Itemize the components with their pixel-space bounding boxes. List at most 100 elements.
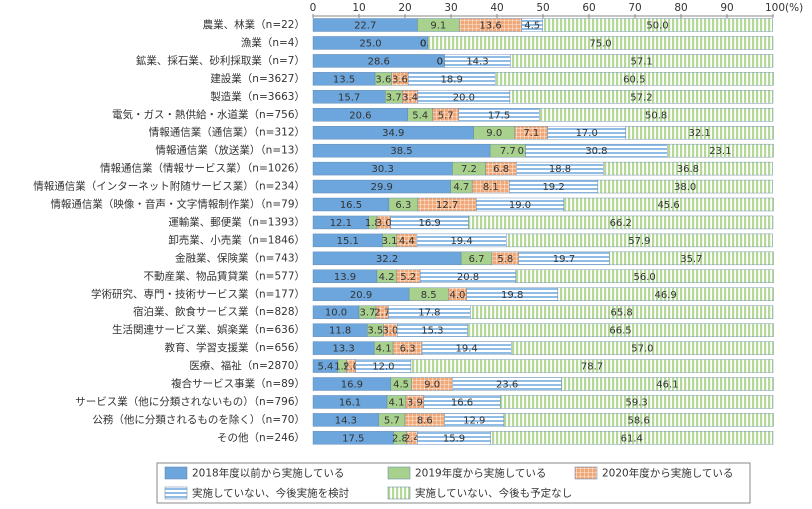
bar-segment (506, 233, 773, 248)
bar-segment (510, 54, 774, 68)
value-label: 50.8 (645, 110, 667, 121)
value-label: 2.8 (392, 433, 408, 444)
value-label: 6.8 (493, 164, 509, 175)
bar-segment (609, 251, 774, 266)
value-label: 18.9 (441, 74, 463, 85)
y-tick-label: サービス業（他に分類されないもの）（n=796） (75, 395, 305, 408)
y-tick-label: 運輸業、郵便業（n=1393） (168, 215, 305, 228)
value-label: 65.8 (611, 308, 633, 319)
legend-swatch (387, 486, 411, 500)
value-label: 29.9 (371, 182, 393, 193)
y-tick-label: 生活関連サービス業、娯楽業（n=636） (112, 323, 305, 336)
value-label: 20.0 (453, 92, 475, 103)
value-label: 66.5 (609, 326, 631, 337)
value-label: 1.8 (365, 218, 381, 229)
x-tick-label: 100(%) (765, 2, 803, 14)
bar-segment (563, 197, 774, 212)
legend-label: 2020年度から実施している (602, 467, 733, 480)
value-label: 3.4 (402, 92, 418, 103)
y-tick-label: 公務（他に分類されるものを除く）（n=70） (92, 413, 305, 426)
bar-segment (603, 161, 773, 176)
value-label: 23.6 (496, 380, 518, 391)
value-label: 20.9 (350, 290, 372, 301)
value-label: 6.3 (395, 200, 411, 211)
value-label: 8.5 (421, 290, 437, 301)
value-label: 19.2 (542, 182, 564, 193)
bar-segment (503, 413, 774, 427)
value-label: 15.3 (421, 326, 443, 337)
value-label: 4.7 (453, 182, 469, 193)
value-label: 19.4 (456, 344, 478, 355)
y-tick-label: 卸売業、小売業（n=1846） (168, 233, 305, 246)
y-tick-label: 情報通信業（情報サービス業）（n=1026） (100, 162, 305, 175)
legend-label: 2019年度から実施している (415, 467, 546, 480)
bar-segment (561, 377, 774, 391)
value-label: 15.7 (338, 92, 360, 103)
y-tick-label: 電気・ガス・熱供給・水道業（n=756） (112, 108, 305, 121)
bar-segment (490, 431, 774, 445)
legend-label: 実施していない、今後も予定なし (415, 487, 572, 500)
bar-segment (427, 36, 774, 50)
value-label: 20.6 (349, 110, 371, 121)
value-label: 9.1 (430, 21, 446, 32)
x-tick-label: 80 (674, 2, 687, 14)
y-tick-label: 教育、学習支援業（n=656） (165, 341, 306, 354)
value-label: 46.1 (656, 380, 678, 391)
value-label: 4.5 (524, 21, 540, 32)
value-label: 3.6 (375, 74, 391, 85)
value-label: 38.5 (390, 146, 412, 157)
value-label: 5.4 (412, 110, 428, 121)
x-tick-label: 90 (720, 2, 733, 14)
value-label: 17.0 (576, 128, 598, 139)
value-label: 14.3 (466, 56, 488, 67)
legend-swatch (387, 466, 411, 480)
value-label: 75.0 (589, 38, 611, 49)
bar-segment (470, 305, 774, 319)
value-label: 7.1 (523, 128, 539, 139)
value-label: 17.8 (418, 308, 440, 319)
value-label: 57.0 (631, 344, 653, 355)
value-label: 4.5 (393, 380, 409, 391)
value-label: 6.3 (400, 344, 416, 355)
value-label: 4.4 (399, 236, 415, 247)
bar-segment (509, 90, 774, 104)
x-tick-label: 60 (582, 2, 595, 14)
value-label: 7.7 (500, 146, 516, 157)
bar-segment (494, 72, 774, 86)
x-tick-label: 70 (628, 2, 641, 14)
value-label: 13.3 (332, 344, 354, 355)
value-label: 10.0 (325, 308, 347, 319)
value-label: 3.6 (392, 74, 408, 85)
value-label: 16.9 (418, 218, 440, 229)
y-tick-label: 情報通信業（通信業）（n=312） (149, 126, 305, 139)
y-tick-label: 医療、福祉（n=2870） (189, 359, 305, 372)
value-label: 3.0 (376, 218, 392, 229)
value-label: 50.0 (646, 21, 668, 32)
legend-box (156, 462, 751, 504)
bar-segment (468, 215, 774, 230)
value-label: 30.3 (372, 164, 394, 175)
legend-swatch (164, 466, 188, 480)
y-tick-label: 金融業、保険業（n=743） (175, 251, 305, 264)
value-label: 14.3 (335, 415, 357, 426)
y-tick-label: 学術研究、専門・技術サービス業（n=177） (91, 287, 305, 300)
value-label: 16.1 (339, 397, 361, 408)
value-label: 58.6 (628, 415, 650, 426)
value-label: 46.9 (654, 290, 676, 301)
value-label: 8.1 (483, 182, 499, 193)
value-label: 13.9 (334, 272, 356, 283)
bar-segment (597, 179, 773, 194)
x-tick-label: 30 (444, 2, 457, 14)
y-tick-label: 情報通信業（放送業）（n=13） (155, 144, 305, 157)
value-label: 3.9 (407, 397, 423, 408)
value-label: 66.2 (610, 218, 632, 229)
value-label: 5.4 (317, 362, 333, 373)
value-label: 13.5 (333, 74, 355, 85)
value-label: 13.6 (479, 21, 501, 32)
bar-segment (511, 341, 774, 355)
x-tick-label: 10 (352, 2, 365, 14)
value-label: 9.0 (424, 380, 440, 391)
x-tick-label: 0 (310, 2, 317, 14)
value-label: 7.2 (461, 164, 477, 175)
value-label: 34.9 (382, 128, 404, 139)
